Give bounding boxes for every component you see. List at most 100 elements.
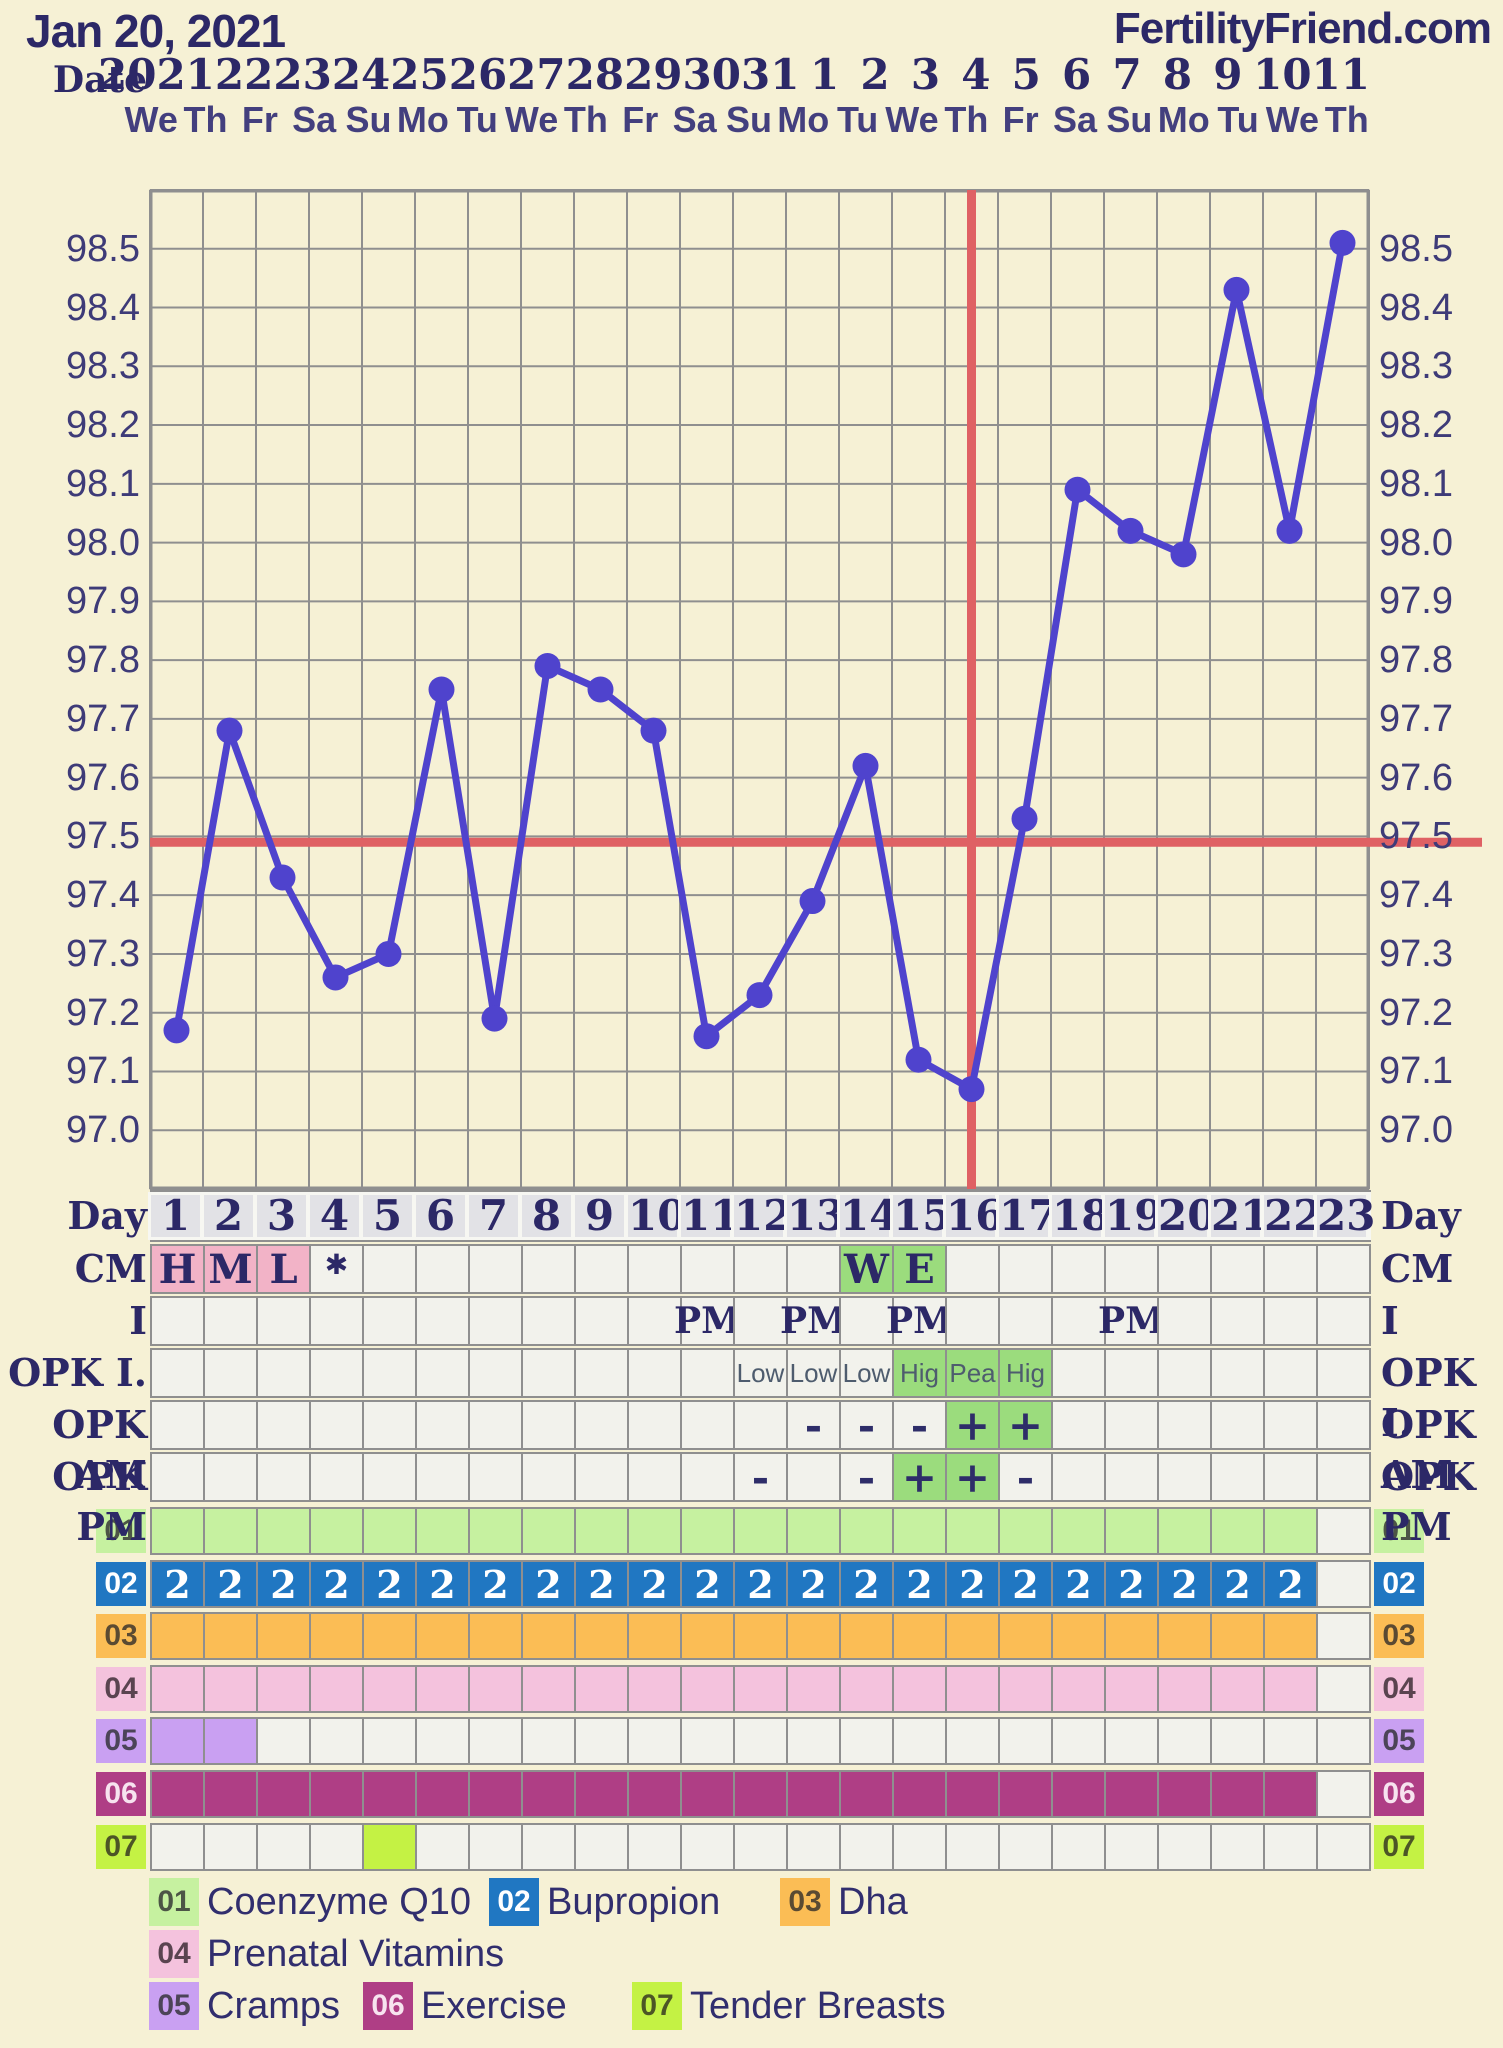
med-03-cell — [892, 1612, 947, 1660]
med-01-cell — [627, 1507, 682, 1555]
date-cell: 31 — [740, 50, 800, 99]
date-cell: 22 — [214, 50, 274, 99]
opk_am-label-left: OPK AM — [52, 1402, 147, 1497]
opk_am-cell — [627, 1400, 682, 1450]
day-cell[interactable]: 6 — [413, 1192, 468, 1240]
opk_i-cell — [256, 1348, 311, 1398]
intercourse-cell — [203, 1296, 258, 1346]
opk_i-value: Hig — [1005, 1357, 1045, 1388]
day-cell[interactable]: 18 — [1049, 1192, 1110, 1240]
med-dose-value: 2 — [217, 1561, 244, 1607]
opk_pm-cell — [627, 1452, 682, 1502]
med-04-cell — [1263, 1665, 1318, 1713]
cm-cell — [362, 1244, 417, 1294]
opk_pm-cell: - — [839, 1452, 894, 1502]
med-03-cell — [415, 1612, 470, 1660]
day-cell[interactable]: 10 — [625, 1192, 686, 1240]
day-cell[interactable]: 20 — [1155, 1192, 1216, 1240]
day-cell[interactable]: 14 — [837, 1192, 898, 1240]
temp-point — [428, 676, 455, 703]
med-02-cell: 2 — [1263, 1560, 1318, 1608]
date-cell: 10 — [1253, 50, 1312, 99]
day-cell[interactable]: 2 — [201, 1192, 256, 1240]
day-cell[interactable]: 15 — [890, 1192, 951, 1240]
cm-cell — [627, 1244, 682, 1294]
temperature-line — [173, 239, 1346, 1093]
day-cell[interactable]: 5 — [360, 1192, 415, 1240]
weekday-cell: We — [1265, 99, 1320, 140]
intercourse-cell — [415, 1296, 470, 1346]
med-05-cell — [256, 1717, 311, 1765]
cm-cell — [415, 1244, 470, 1294]
day-cell[interactable]: 9 — [572, 1192, 627, 1240]
opk_am-cell — [1051, 1400, 1106, 1450]
day-cell[interactable]: 3 — [254, 1192, 309, 1240]
med-05-cell — [1316, 1717, 1371, 1765]
date-cell: 20 — [98, 50, 157, 99]
day-cell[interactable]: 17 — [996, 1192, 1057, 1240]
med-04-cell — [945, 1665, 1000, 1713]
day-cell[interactable]: 13 — [784, 1192, 845, 1240]
intercourse-cell — [998, 1296, 1053, 1346]
intercourse-cell: PM — [780, 1296, 847, 1346]
med-05-cell — [521, 1717, 576, 1765]
med-03-cell — [574, 1612, 629, 1660]
opk_i-value: Pea — [949, 1357, 996, 1388]
day-cell[interactable]: 12 — [731, 1192, 792, 1240]
med-03-cell — [362, 1612, 417, 1660]
med-05-cell — [309, 1717, 364, 1765]
opk_i-cell — [680, 1348, 735, 1398]
med-01-cell — [998, 1507, 1053, 1555]
med-07-cell — [1104, 1823, 1159, 1871]
day-cell[interactable]: 19 — [1102, 1192, 1163, 1240]
weekday-cell: Th — [944, 99, 989, 140]
temp-axis-label-right: 97.2 — [1379, 991, 1453, 1034]
opk_pm-cell — [203, 1452, 258, 1502]
temp-axis-label-left: 97.1 — [66, 1050, 140, 1093]
day-cell[interactable]: 22 — [1261, 1192, 1322, 1240]
opk_pm-cell — [680, 1452, 735, 1502]
med-04-cell — [839, 1665, 894, 1713]
opk_pm-cell — [1210, 1452, 1265, 1502]
med-06-cell — [309, 1770, 364, 1818]
day-cell[interactable]: 21 — [1208, 1192, 1269, 1240]
med-03-cell — [468, 1612, 523, 1660]
med-dose-value: 2 — [1012, 1561, 1039, 1607]
med-02-cell: 2 — [627, 1560, 682, 1608]
legend-chip-07: 07 — [632, 1982, 682, 2030]
med-03-cell — [998, 1612, 1053, 1660]
med-dose-value: 2 — [853, 1561, 880, 1607]
med-07-cell — [1316, 1823, 1371, 1871]
day-cell[interactable]: 11 — [678, 1192, 739, 1240]
temp-axis-label-right: 98.2 — [1379, 404, 1453, 447]
med-06-cell — [786, 1770, 841, 1818]
med-04-chip: 04 — [96, 1667, 146, 1711]
day-cell[interactable]: 23 — [1314, 1192, 1375, 1240]
med-02-cell: 2 — [150, 1560, 205, 1608]
opk_am-value: - — [857, 1400, 876, 1450]
opk_pm-label-right: OPK PM — [1381, 1454, 1476, 1549]
med-dose-value: 2 — [1224, 1561, 1251, 1607]
med-dose-value: 2 — [164, 1561, 191, 1607]
legend-chip-02: 02 — [489, 1878, 539, 1926]
intercourse-cell — [1210, 1296, 1265, 1346]
med-dose-value: 2 — [959, 1561, 986, 1607]
weekday-cell: Tu — [1217, 99, 1259, 140]
med-03-cell — [680, 1612, 735, 1660]
day-cell[interactable]: 7 — [466, 1192, 521, 1240]
med-02-cell: 2 — [1157, 1560, 1212, 1608]
day-cell[interactable]: 16 — [943, 1192, 1004, 1240]
temp-point — [163, 1017, 190, 1044]
legend-label-06: Exercise — [421, 1985, 567, 2027]
opk_pm-cell: - — [733, 1452, 788, 1502]
opk_pm-value: - — [857, 1452, 876, 1502]
day-cell[interactable]: 4 — [307, 1192, 362, 1240]
day-cell[interactable]: 8 — [519, 1192, 574, 1240]
temp-point — [799, 888, 826, 915]
day-cell[interactable]: 1 — [148, 1192, 203, 1240]
opk_am-cell — [1210, 1400, 1265, 1450]
med-01-cell — [415, 1507, 470, 1555]
temp-axis-label-right: 97.6 — [1379, 756, 1453, 799]
date-cell: 2 — [860, 50, 890, 99]
med-07-cell — [1263, 1823, 1318, 1871]
